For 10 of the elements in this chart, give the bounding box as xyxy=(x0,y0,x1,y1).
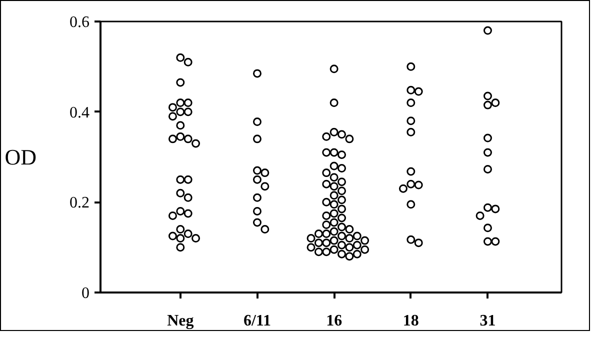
x-tick-label: 16 xyxy=(326,312,342,330)
x-tick-label: 18 xyxy=(402,312,419,330)
x-tick-label: Neg xyxy=(167,312,194,330)
x-tick-label: 31 xyxy=(480,312,496,330)
x-tick-label: 6/11 xyxy=(243,312,272,330)
y-axis-title: OD xyxy=(4,144,37,170)
y-tick-label: 0.6 xyxy=(70,14,90,31)
y-tick-label: 0.4 xyxy=(70,104,90,122)
y-tick-label: 0.2 xyxy=(70,194,90,212)
y-tick-label: 0 xyxy=(82,285,90,302)
